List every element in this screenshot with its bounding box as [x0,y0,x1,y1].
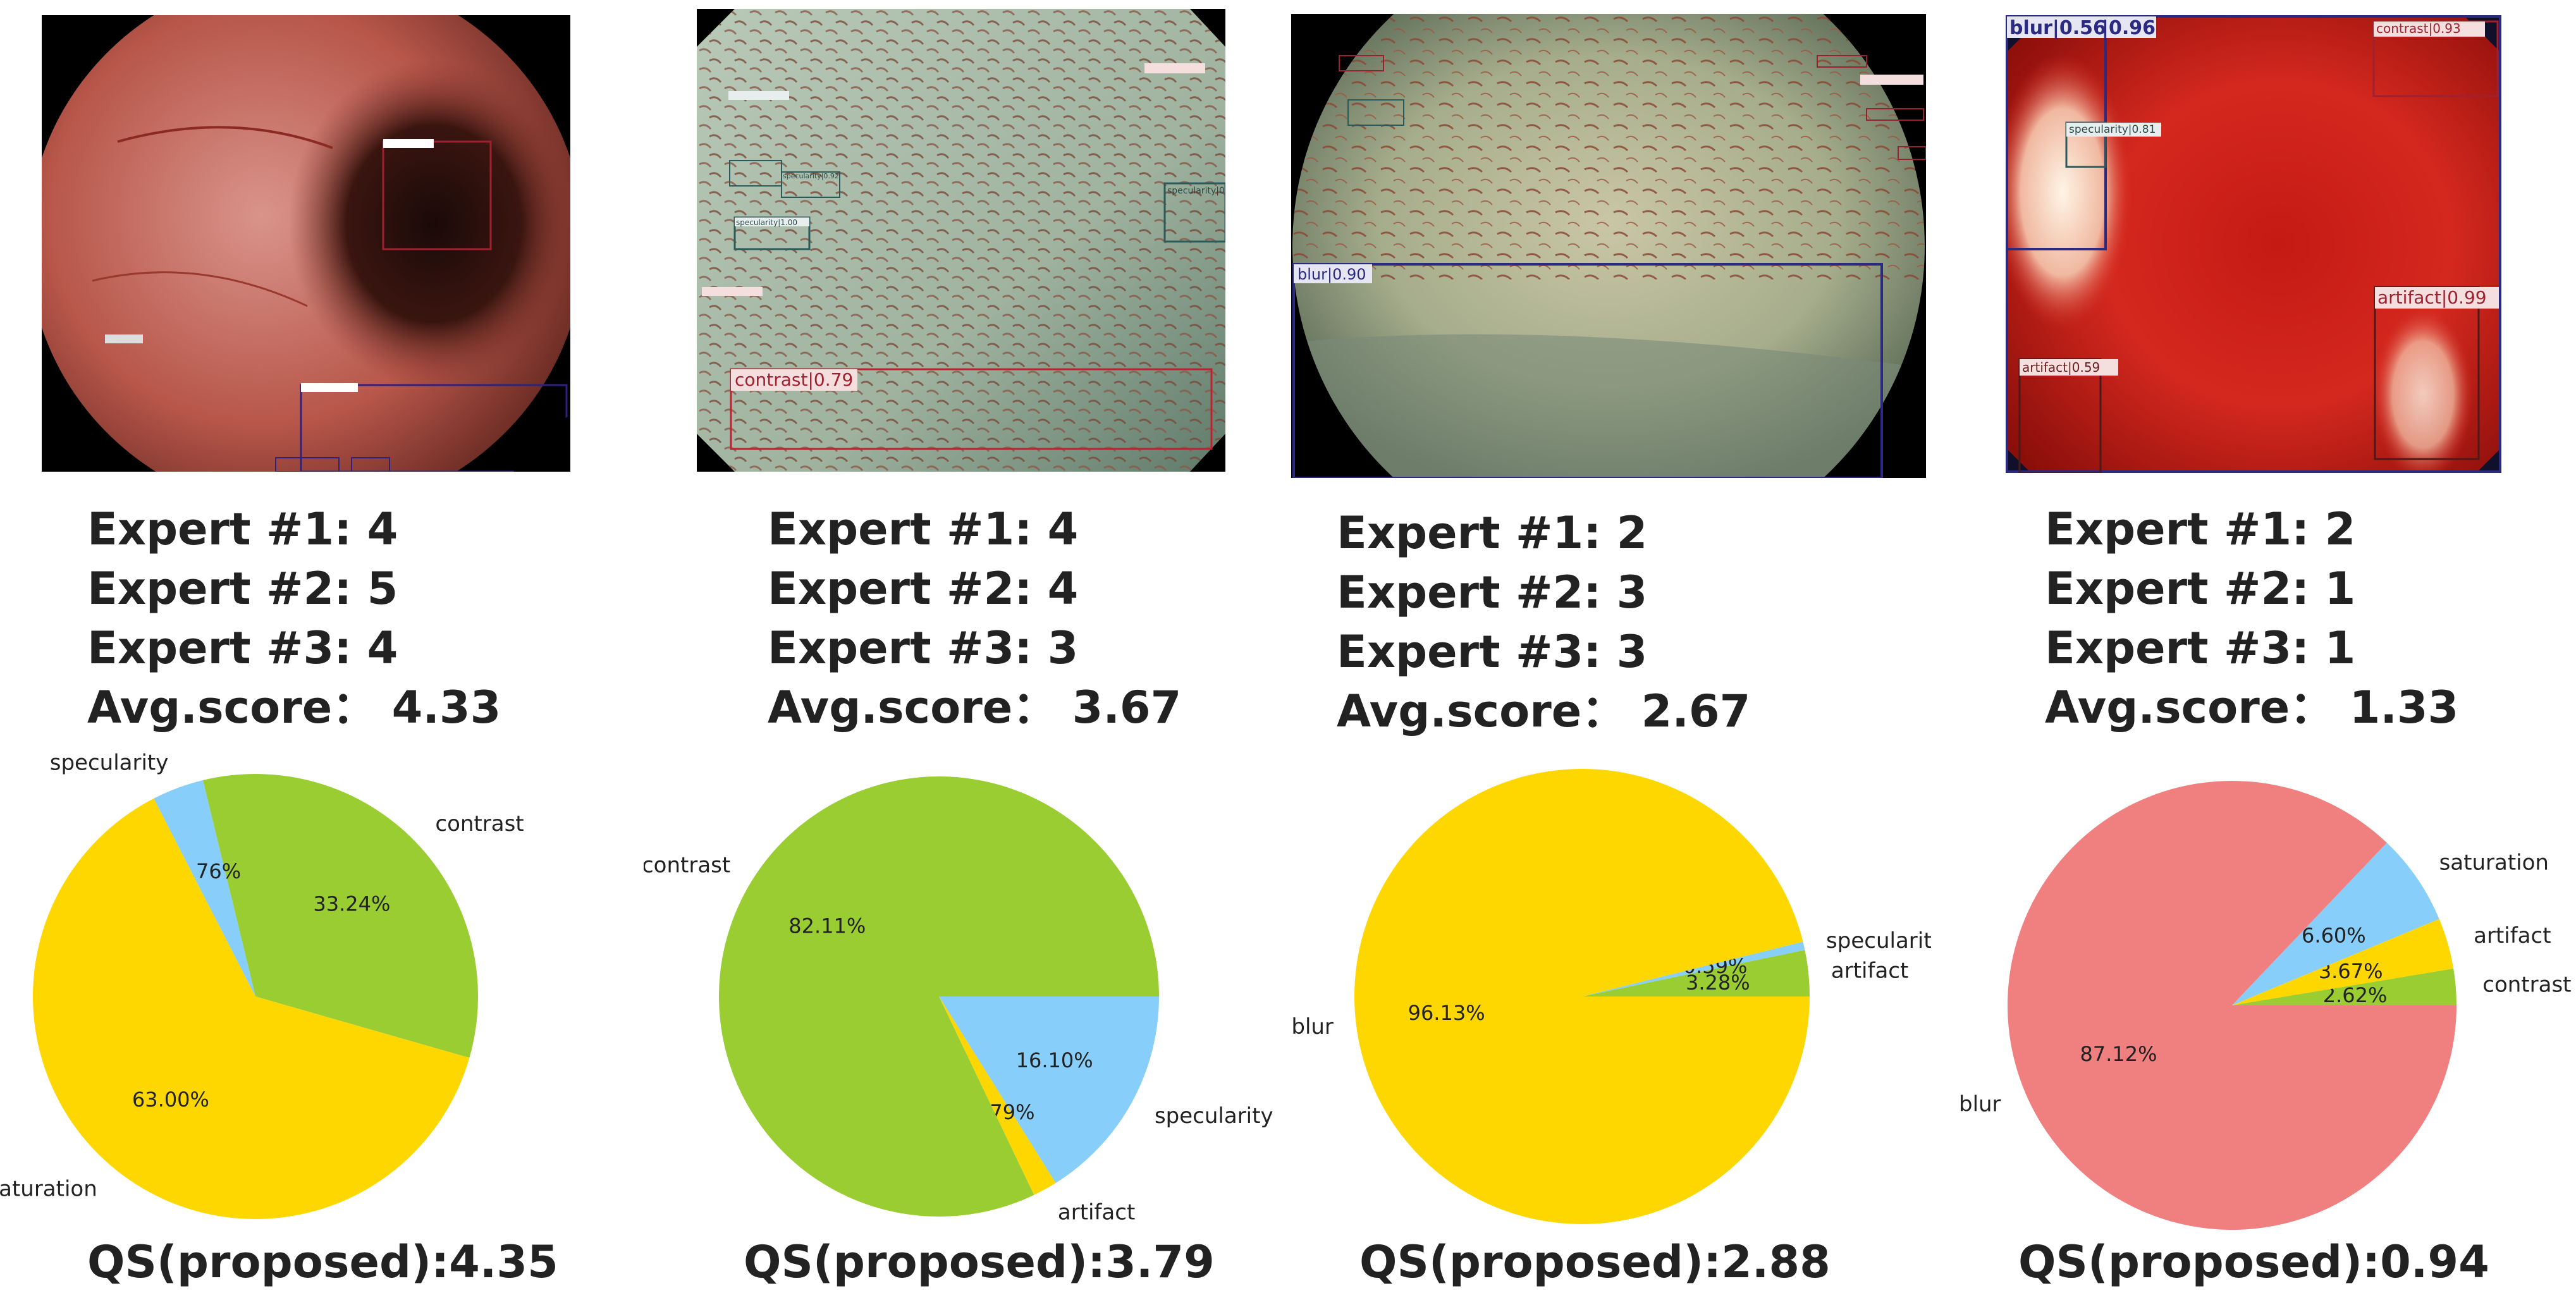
pie-pct-label-specularity: 16.10% [1016,1048,1093,1072]
pie-category-label-contrast: contrast [2482,972,2571,997]
endoscopy-image-3-drawing: blur|0.90 [1291,14,1926,478]
expert-3-score: Expert #3: 1 [2045,622,2356,674]
pie-slice-contrast [719,776,1159,1217]
pie-chart-4: 2.62% contrast3.67%artifact6.60%saturatio… [1959,781,2571,1230]
det-contrast-label: contrast|0.79 [735,369,853,390]
expert-2-score: Expert #2: 4 [768,563,1079,615]
endoscopy-image-2-drawing: contrast|0.79 specularity|1.00 speculari… [697,9,1225,472]
panel-4: blur|0.56 |0.96 contrast|0.93 specularit… [1931,0,2575,1312]
pie-category-label-specularity: specularity [1155,1103,1273,1129]
expert-scores-1: Expert #1: 4 Expert #2: 5 Expert #3: 4 A… [87,500,501,737]
det-specularity-label: specularity|0.81 [2069,123,2156,136]
endoscopy-image-1 [42,15,570,472]
pie-slice-artifact [1582,950,1810,996]
pie-slice-blur [1354,768,1810,1224]
expert-3-score: Expert #3: 3 [768,622,1079,674]
qs-proposed-2: QS(proposed):3.79 [744,1236,1215,1288]
det-artifact-label-1: artifact|0.99 [2377,287,2487,308]
endoscopy-image-1-drawing [42,15,570,472]
pie-slice-artifact [939,996,1056,1195]
expert-3-score: Expert #3: 3 [1337,626,1648,678]
pie-category-label-blur: blur [1959,1092,2001,1117]
pie-pct-label-saturation: 6.60% [2302,923,2366,947]
det-specularity-label-2: specularity|0.92 [783,172,839,180]
pie-pct-label-contrast: 82.11% [788,914,866,938]
avg-score: Avg.score： 4.33 [87,682,501,733]
qs-proposed-1: QS(proposed):4.35 [87,1236,558,1288]
avg-score: Avg.score： 1.33 [2045,682,2459,733]
pie-slice-specularity [1582,941,1805,996]
endoscopy-image-3: blur|0.90 [1291,14,1926,478]
panel-1: Expert #1: 4 Expert #2: 5 Expert #3: 4 A… [0,0,644,1312]
pie-chart-1: 33.24%contrast3.76%specularity63.00%satu… [0,751,524,1219]
expert-1-score: Expert #1: 2 [1337,507,1648,559]
pie-slice-saturation [2232,842,2439,1005]
pie-chart-2: 16.10%specularity1.79%artifact82.11%cont… [644,776,1273,1225]
qs-proposed-3: QS(proposed):2.88 [1359,1236,1831,1288]
pie-slice-blur [2008,781,2456,1230]
expert-1-score: Expert #1: 4 [87,503,398,555]
pie-category-label-saturation: saturation [0,1177,97,1202]
expert-scores-3: Expert #1: 2 Expert #2: 3 Expert #3: 3 A… [1337,503,1750,741]
expert-scores-2: Expert #1: 4 Expert #2: 4 Expert #3: 3 A… [768,500,1181,737]
pie-pct-label-saturation: 63.00% [132,1088,209,1112]
pie-category-label-artifact: artifact [1831,958,1908,983]
expert-1-score: Expert #1: 4 [768,503,1079,555]
pie-pct-label-blur: 87.12% [2080,1042,2157,1066]
pie-category-label-artifact: artifact [2474,923,2551,948]
pie-slice-specularity [154,780,255,996]
pie-pct-label-contrast: 33.24% [313,892,390,916]
pie-slice-contrast [2232,968,2456,1005]
panel-2: contrast|0.79 specularity|1.00 speculari… [644,0,1287,1312]
expert-2-score: Expert #2: 3 [1337,567,1648,618]
endoscopy-image-4-drawing: blur|0.56 |0.96 contrast|0.93 specularit… [2006,15,2501,473]
det-specularity-label-3: specularity|0.93 [1167,186,1225,196]
pie-slice-artifact [2232,919,2454,1005]
det-blur-label: blur|0.90 [1297,266,1366,283]
pie-category-label-saturation: saturation [2439,850,2549,876]
pie-category-label-blur: blur [1291,1014,1334,1039]
pie-slice-specularity [939,996,1159,1183]
det-artifact-label-2: artifact|0.59 [2022,360,2100,375]
endoscopy-image-4: blur|0.56 |0.96 contrast|0.93 specularit… [2006,15,2501,473]
det-blur-label-1: blur|0.56 [2009,17,2106,39]
pie-pct-label-artifact: 3.28% [1686,971,1750,995]
expert-3-score: Expert #3: 4 [87,622,398,674]
qs-proposed-4: QS(proposed):0.94 [2018,1236,2489,1288]
det-contrast-label: contrast|0.93 [2376,21,2461,36]
expert-2-score: Expert #2: 1 [2045,563,2356,615]
pie-slice-contrast [202,774,478,1058]
pie-slice-saturation [32,798,470,1219]
pie-category-label-contrast: contrast [644,852,730,878]
expert-2-score: Expert #2: 5 [87,563,398,615]
pie-category-label-specularity: specularity [1826,928,1931,953]
pie-category-label-contrast: contrast [435,811,524,837]
det-blur-label-2: |0.96 [2102,17,2156,39]
expert-1-score: Expert #1: 2 [2045,503,2356,555]
avg-score: Avg.score： 2.67 [1337,685,1751,737]
panel-3: blur|0.90 Expert #1: 2 Expert #2: 3 Expe… [1287,0,1931,1312]
expert-scores-4: Expert #1: 2 Expert #2: 1 Expert #3: 1 A… [2045,500,2458,737]
endoscopy-image-2: contrast|0.79 specularity|1.00 speculari… [697,9,1225,472]
pie-pct-label-blur: 96.13% [1408,1001,1485,1025]
pie-category-label-specularity: specularity [50,751,169,776]
det-specularity-label-1: specularity|1.00 [736,218,797,227]
avg-score: Avg.score： 3.67 [768,682,1182,733]
pie-category-label-artifact: artifact [1058,1199,1135,1225]
